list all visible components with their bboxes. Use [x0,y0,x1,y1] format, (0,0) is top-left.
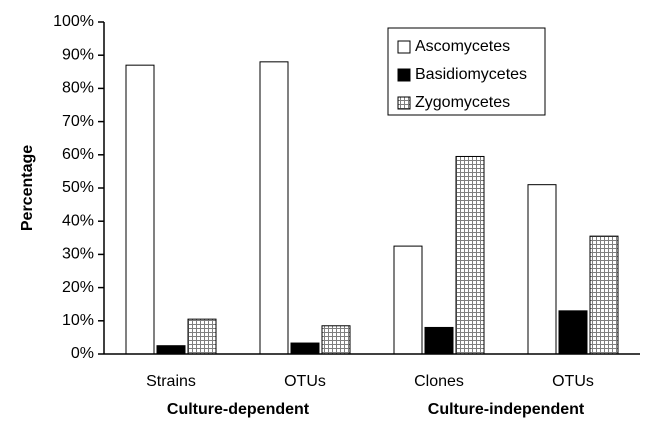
y-tick-label: 60% [62,146,94,163]
bar [259,61,289,355]
y-tick-label: 50% [62,179,94,196]
y-tick-label: 0% [71,345,94,362]
y-tick-label: 20% [62,279,94,296]
y-tick-label: 70% [62,113,94,130]
x-tick-label: Strains [146,373,196,390]
y-tick-label: 90% [62,46,94,63]
y-axis-label: Percentage [19,145,36,231]
legend-label: Ascomycetes [415,38,510,55]
y-tick-label: 40% [62,212,94,229]
x-tick-label: OTUs [284,373,326,390]
bar [187,318,217,355]
legend-swatch [397,40,411,54]
legend-label: Zygomycetes [415,94,510,111]
group-label: Culture-dependent [167,401,310,418]
bar [125,64,155,355]
bar [156,345,186,355]
bar [424,326,454,355]
y-tick-label: 100% [53,13,94,30]
y-tick-label: 10% [62,312,94,329]
bar [455,155,485,355]
bar [321,325,351,355]
bar [589,235,619,355]
legend-swatch [397,68,411,82]
legend-label: Basidiomycetes [415,66,527,83]
bar [558,310,588,355]
legend-swatch [397,96,411,110]
group-label: Culture-independent [428,401,585,418]
legend-box [387,27,546,116]
bar [527,184,557,355]
y-tick-label: 30% [62,246,94,263]
bar [290,342,320,355]
bar [393,245,423,355]
y-tick-label: 80% [62,80,94,97]
x-tick-label: OTUs [552,373,594,390]
x-tick-label: Clones [414,373,464,390]
